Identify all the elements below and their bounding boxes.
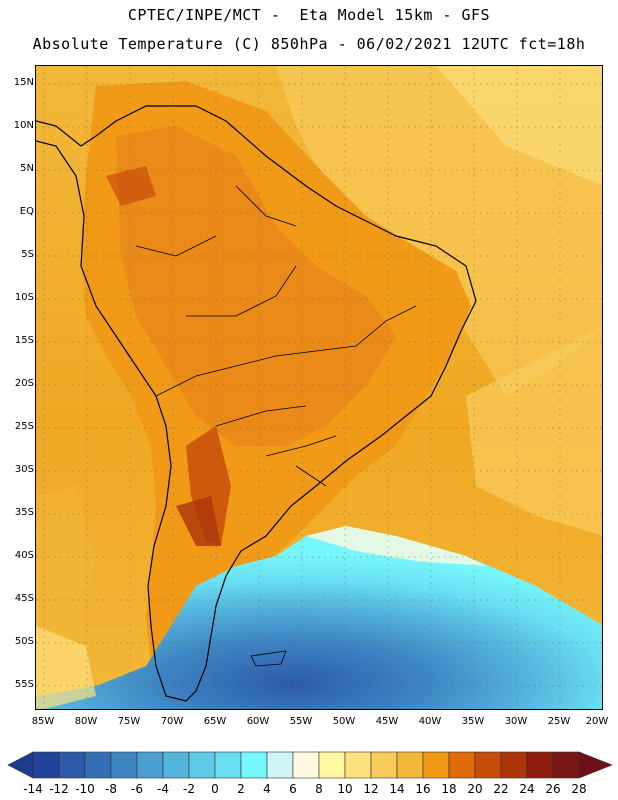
colorbar-label: 10 — [337, 782, 353, 796]
title-line-1: CPTEC/INPE/MCT - Eta Model 15km - GFS — [127, 6, 491, 24]
colorbar-label: 26 — [545, 782, 561, 796]
colorbar-label: 16 — [415, 782, 431, 796]
colorbar-label: -14 — [23, 782, 43, 796]
lat-label: 10S — [14, 292, 34, 303]
colorbar-label: -8 — [105, 782, 117, 796]
title-line-2: Absolute Temperature (C) 850hPa - 06/02/… — [32, 35, 586, 53]
lon-label: 20W — [585, 716, 609, 727]
colorbar-label: 4 — [263, 782, 271, 796]
patagonia-hot-spot — [176, 496, 221, 546]
colorbar-label: 18 — [441, 782, 457, 796]
lon-label: 50W — [332, 716, 356, 727]
colorbar-swatch — [110, 751, 138, 779]
northern-hot-spot — [106, 166, 156, 206]
colorbar-swatch — [370, 751, 398, 779]
pacific-band — [36, 486, 96, 666]
colorbar-swatch — [240, 751, 268, 779]
lat-label: 40S — [14, 550, 34, 561]
lat-label: 50S — [14, 636, 34, 647]
colorbar-label: 20 — [467, 782, 483, 796]
colorbar-swatch — [32, 751, 60, 779]
lon-label: 80W — [74, 716, 98, 727]
colorbar-swatch — [214, 751, 242, 779]
colorbar — [7, 751, 613, 779]
lon-label: 40W — [418, 716, 442, 727]
lat-label: 20S — [14, 378, 34, 389]
lon-label: 60W — [246, 716, 270, 727]
south-atlantic-band — [466, 327, 602, 536]
lat-label: 5N — [20, 163, 34, 174]
lon-label: 30W — [504, 716, 528, 727]
lat-label: EQ — [19, 206, 34, 217]
colorbar-label: 12 — [363, 782, 379, 796]
lat-label: 30S — [14, 464, 34, 475]
colorbar-label: 2 — [237, 782, 245, 796]
lon-label: 55W — [289, 716, 313, 727]
colorbar-high-arrow — [578, 751, 613, 779]
colorbar-label: 8 — [315, 782, 323, 796]
lat-label: 5S — [21, 249, 34, 260]
colorbar-swatch — [292, 751, 320, 779]
colorbar-swatch — [58, 751, 86, 779]
colorbar-swatch — [266, 751, 294, 779]
lon-label: 75W — [117, 716, 141, 727]
falkland-islands — [250, 650, 287, 667]
colorbar-low-arrow — [7, 751, 34, 779]
interior-hot-field — [116, 126, 396, 446]
graticule — [36, 66, 602, 709]
lon-label: 65W — [203, 716, 227, 727]
colorbar-swatch — [136, 751, 164, 779]
colorbar-label: 22 — [493, 782, 509, 796]
colorbar-label: 14 — [389, 782, 405, 796]
pacific-southwest-band — [36, 626, 96, 709]
frontal-edge — [306, 526, 486, 566]
colorbar-label: -12 — [49, 782, 69, 796]
lon-label: 25W — [547, 716, 571, 727]
cold-airmass — [36, 526, 602, 709]
colorbar-swatch — [318, 751, 346, 779]
lon-label: 45W — [375, 716, 399, 727]
country-borders — [135, 185, 417, 487]
lat-label: 15N — [13, 77, 34, 88]
colorbar-swatch — [448, 751, 476, 779]
colorbar-label: 24 — [519, 782, 535, 796]
colorbar-label: 28 — [571, 782, 587, 796]
lat-label: 25S — [14, 421, 34, 432]
colorbar-swatch — [422, 751, 450, 779]
lat-label: 45S — [14, 593, 34, 604]
colorbar-swatch — [526, 751, 554, 779]
colorbar-swatch — [162, 751, 190, 779]
map-canvas — [36, 66, 602, 709]
colorbar-swatch — [474, 751, 502, 779]
colorbar-label: 0 — [211, 782, 219, 796]
colorbar-swatch — [84, 751, 112, 779]
lat-label: 10N — [13, 120, 34, 131]
lon-label: 70W — [160, 716, 184, 727]
colorbar-swatch — [188, 751, 216, 779]
subtropical-band — [436, 66, 602, 186]
colorbar-swatch — [344, 751, 372, 779]
colorbar-swatch — [500, 751, 528, 779]
colorbar-label: -4 — [157, 782, 169, 796]
temperature-map — [35, 65, 603, 710]
colorbar-label: -10 — [75, 782, 95, 796]
lon-label: 85W — [31, 716, 55, 727]
lon-label: 35W — [461, 716, 485, 727]
colorbar-label: 6 — [289, 782, 297, 796]
colorbar-label: -6 — [131, 782, 143, 796]
lat-label: 55S — [14, 679, 34, 690]
colorbar-label: -2 — [183, 782, 195, 796]
chaco-hot-spot — [186, 426, 231, 546]
lat-label: 35S — [14, 507, 34, 518]
colorbar-swatch — [552, 751, 580, 779]
colorbar-swatch — [396, 751, 424, 779]
lat-label: 15S — [14, 335, 34, 346]
